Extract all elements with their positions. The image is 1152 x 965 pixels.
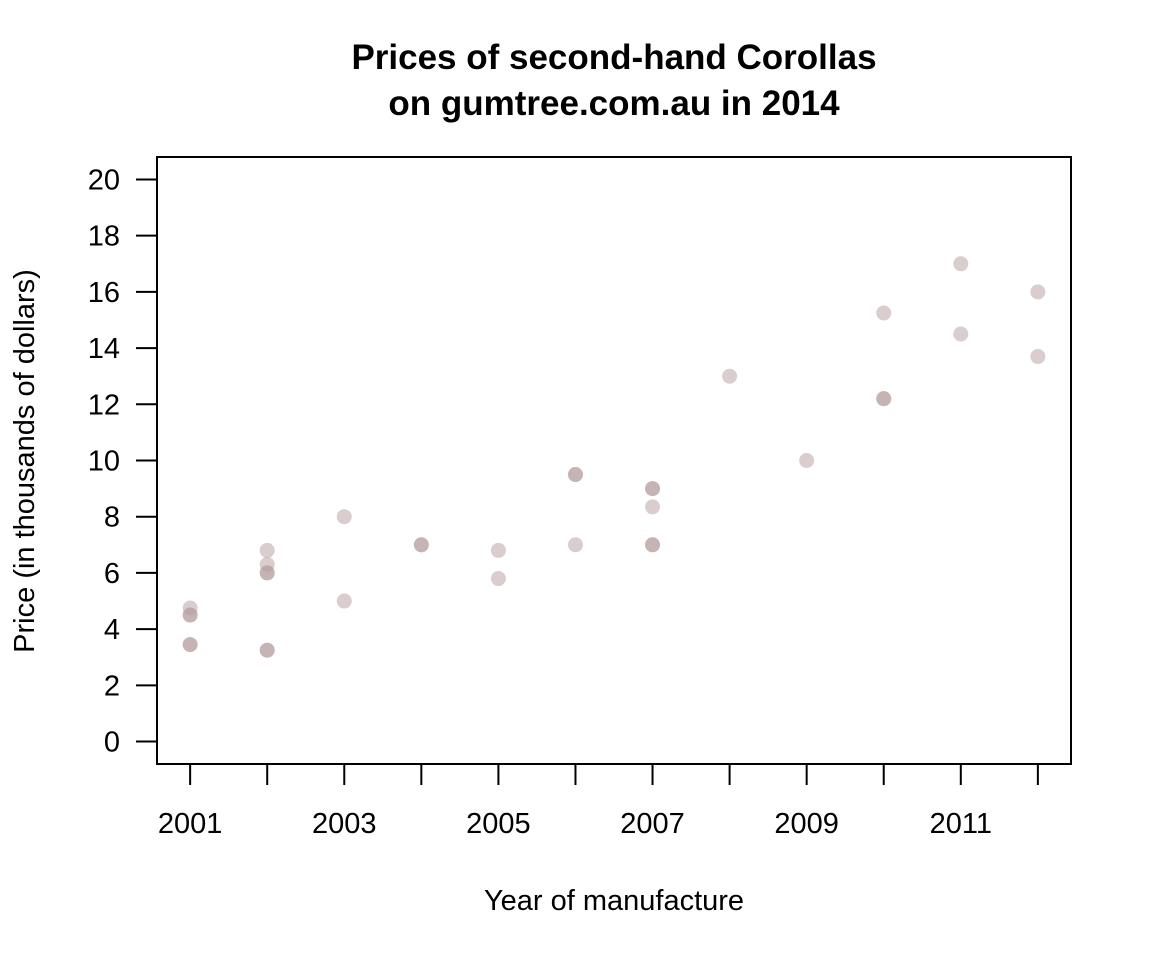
x-tick-label: 2009 (774, 808, 839, 840)
y-tick-label: 8 (104, 502, 120, 534)
chart-title-line-2: on gumtree.com.au in 2014 (388, 84, 840, 123)
data-point (1030, 349, 1046, 365)
y-tick-label: 6 (104, 558, 120, 590)
data-point (567, 537, 583, 553)
data-point (876, 391, 892, 407)
x-tick-label: 2011 (930, 808, 992, 840)
data-point (722, 368, 738, 384)
data-point (336, 509, 352, 525)
x-tick-label: 2001 (158, 808, 223, 840)
data-point (490, 542, 506, 558)
y-tick-label: 10 (88, 446, 120, 478)
data-point (645, 499, 661, 515)
data-point (645, 481, 661, 497)
y-axis: 0 2 4 6 8 10 12 14 16 18 20 (88, 164, 158, 759)
plot-frame (156, 156, 1072, 765)
x-tick-label: 2005 (466, 808, 531, 840)
data-points (182, 256, 1046, 658)
data-point (645, 537, 661, 553)
y-tick-label: 20 (88, 164, 120, 196)
y-tick-label: 16 (88, 277, 120, 309)
x-axis-label: Year of manufacture (484, 885, 744, 917)
y-axis-label: Price (in thousands of dollars) (9, 269, 41, 653)
y-tick-label: 0 (104, 727, 120, 759)
y-tick-label: 14 (88, 333, 120, 365)
x-axis: 2001 2003 2005 2007 2009 2011 (158, 763, 1039, 840)
data-point (953, 326, 969, 342)
data-point (336, 593, 352, 609)
y-tick-label: 2 (104, 670, 120, 702)
data-point (259, 542, 275, 558)
data-point (413, 537, 429, 553)
x-tick-label: 2003 (312, 808, 377, 840)
data-point (953, 256, 969, 272)
chart-title-line-1: Prices of second-hand Corollas (351, 38, 876, 77)
y-tick-label: 18 (88, 221, 120, 253)
data-point (490, 571, 506, 587)
data-point (182, 637, 198, 653)
data-point (1030, 284, 1046, 300)
data-point (182, 600, 198, 616)
data-point (876, 305, 892, 321)
data-point (799, 453, 815, 468)
y-tick-label: 12 (88, 389, 120, 421)
data-point (259, 565, 275, 581)
data-point (259, 642, 275, 658)
data-point (567, 467, 583, 483)
x-tick-label: 2007 (620, 808, 685, 840)
y-tick-label: 4 (104, 614, 120, 646)
